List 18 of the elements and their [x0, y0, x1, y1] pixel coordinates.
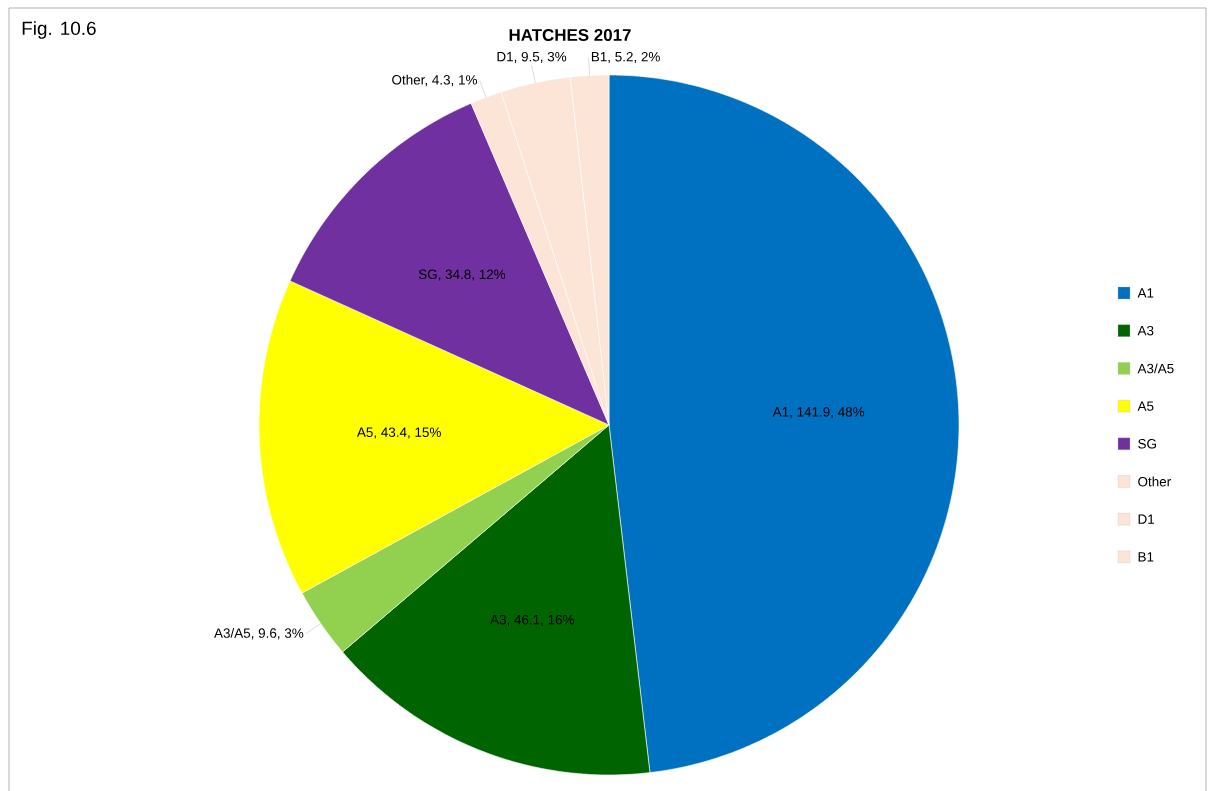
- legend-label: A3/A5: [1137, 363, 1174, 374]
- data-label: D1, 9.5, 3%: [497, 51, 567, 64]
- chart-title: HATCHES 2017: [509, 28, 631, 41]
- legend-label: A3: [1137, 325, 1154, 336]
- legend-label: A5: [1137, 401, 1154, 411]
- legend-label: D1: [1138, 514, 1155, 524]
- data-label: A1, 141.9, 48%: [772, 407, 865, 419]
- legend-label: Other: [1138, 476, 1171, 487]
- legend-label: SG: [1138, 439, 1156, 449]
- data-label: A5, 43.4, 15%: [356, 427, 441, 439]
- data-label: Other, 4.3, 1%: [392, 74, 477, 87]
- data-label: A3, 46.1, 16%: [490, 614, 575, 627]
- data-label: B1, 5.2, 2%: [591, 51, 660, 64]
- legend-label: A1: [1137, 288, 1154, 298]
- data-label: A3/A5, 9.6, 3%: [214, 628, 304, 640]
- legend-label: B1: [1138, 552, 1154, 562]
- data-label: SG, 34.8, 12%: [418, 269, 506, 281]
- caption: Fig. 10.6: [22, 21, 96, 39]
